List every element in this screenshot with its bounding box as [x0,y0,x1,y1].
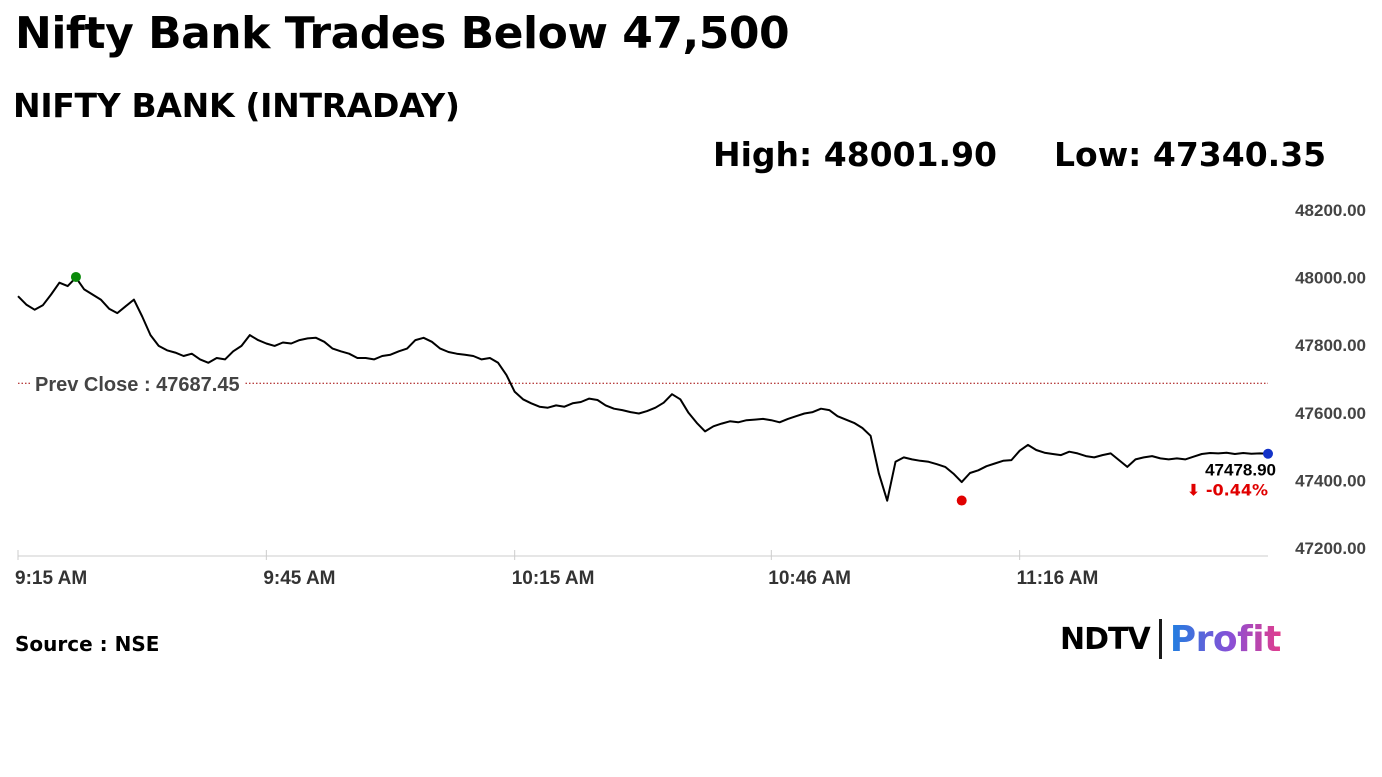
high-marker [70,271,81,282]
brand-logo: NDTV Profit [1060,618,1281,660]
last-price-marker [1263,448,1273,459]
high-stat: High: 48001.90 [713,135,997,174]
ndtv-wordmark: NDTV [1060,621,1151,657]
brand-divider [1158,619,1162,659]
y-tick-label: 47600.00 [1295,404,1366,423]
y-tick-label: 47200.00 [1295,539,1366,558]
x-tick-label: 9:45 AM [263,568,335,589]
last-price-label: 47478.90 [1205,461,1276,480]
x-tick-label: 11:16 AM [1017,568,1099,589]
x-tick-label: 10:46 AM [768,568,851,589]
change-percent-label: ⬇ -0.44% [1187,481,1268,500]
y-tick-label: 47400.00 [1295,471,1366,490]
intraday-line-chart: 48200.00 48000.00 47800.00 47600.00 47400.00… [15,201,1366,589]
low-stat: Low: 47340.35 [1054,135,1327,174]
chart-subtitle: NIFTY BANK (INTRADAY) [13,86,460,125]
source-note: Source : NSE [15,632,160,656]
price-series-line [17,276,1269,502]
y-tick-label: 48200.00 [1295,201,1366,220]
prev-close-label-bg [31,373,244,398]
y-tick-label: 48000.00 [1295,269,1366,288]
headline: Nifty Bank Trades Below 47,500 [15,8,790,59]
low-marker [956,495,967,506]
x-tick-label: 10:15 AM [512,568,595,589]
profit-wordmark: Profit [1169,618,1282,660]
y-tick-label: 47800.00 [1295,336,1366,355]
prev-close-label: Prev Close : 47687.45 [35,374,240,396]
x-tick-label: 9:15 AM [15,568,87,589]
